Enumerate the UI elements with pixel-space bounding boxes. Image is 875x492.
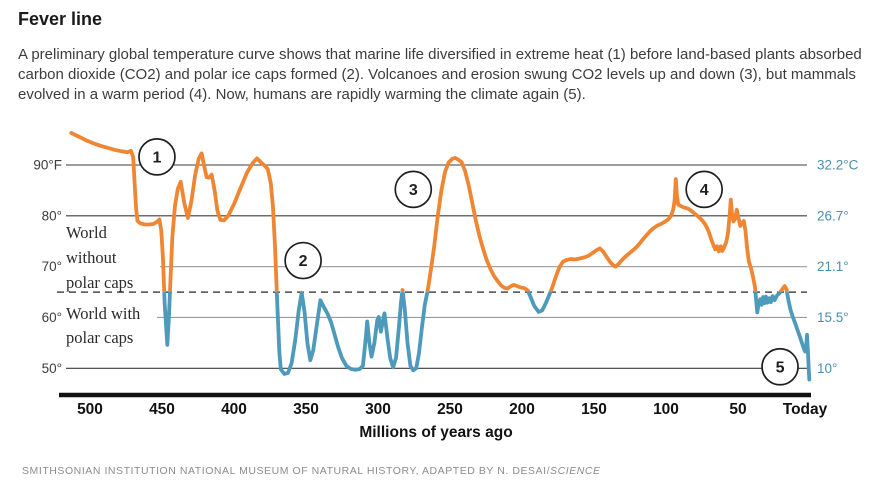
x-tick-350: 350: [293, 401, 319, 418]
y-tick-right-50f: 10°: [817, 361, 837, 376]
x-tick-500: 500: [77, 401, 103, 418]
x-tick-200: 200: [509, 401, 535, 418]
source-credit-publication: SCIENCE: [550, 465, 601, 477]
annotation-circle-2: [284, 241, 322, 280]
x-tick-today: Today: [783, 401, 828, 418]
x-tick-400: 400: [221, 401, 247, 418]
y-tick-left-80f: 80°: [42, 208, 62, 223]
y-tick-left-50f: 50°: [42, 361, 62, 376]
x-tick-150: 150: [581, 401, 607, 418]
zone-label-without-polar-caps-line3: polar caps: [66, 273, 133, 292]
temperature-chart: 90°F 32.2°C 80° 26.7° 70° 21.1° 60° 15.5° 50° 10°…: [0, 118, 875, 463]
y-tick-right-90f: 32.2°C: [817, 158, 859, 173]
x-tick-100: 100: [653, 401, 679, 418]
source-credit: SMITHSONIAN INSTITUTION NATIONAL MUSEUM …: [22, 465, 601, 477]
x-tick-300: 300: [365, 401, 391, 418]
annotation-circle-3: [394, 170, 433, 209]
temperature-curve-warm-segment: [69, 131, 789, 293]
chart-description: A preliminary global temperature curve s…: [18, 46, 862, 103]
x-tick-450: 450: [149, 401, 175, 418]
zone-label-without-polar-caps-line1: World: [66, 223, 108, 242]
annotation-circle-4: [685, 170, 724, 209]
x-axis-title: Millions of years ago: [359, 424, 512, 441]
y-tick-right-70f: 21.1°: [817, 259, 849, 274]
y-tick-left-90f: 90°F: [33, 158, 62, 173]
annotation-number-3: 3: [409, 182, 418, 199]
annotation-circle-1: [138, 138, 176, 176]
annotation-number-2: 2: [299, 253, 308, 270]
annotation-number-1: 1: [153, 149, 162, 166]
annotation-number-5: 5: [776, 359, 785, 376]
chart-svg: 90°F 32.2°C 80° 26.7° 70° 21.1° 60° 15.5° 50° 10°…: [33, 131, 859, 441]
y-tick-right-60f: 15.5°: [817, 310, 849, 325]
temperature-curve-cool-segment: [162, 292, 812, 382]
annotation-circle-5: [761, 347, 799, 386]
annotation-number-4: 4: [700, 182, 709, 199]
y-tick-right-80f: 26.7°: [817, 208, 849, 223]
page-title: Fever line: [18, 9, 103, 29]
y-tick-left-60f: 60°: [42, 310, 62, 325]
x-tick-250: 250: [437, 401, 463, 418]
y-tick-left-70f: 70°: [42, 259, 62, 274]
x-tick-50: 50: [729, 401, 746, 418]
zone-label-with-polar-caps-line1: World with: [66, 304, 141, 323]
source-credit-text: SMITHSONIAN INSTITUTION NATIONAL MUSEUM …: [22, 465, 551, 477]
zone-label-with-polar-caps-line2: polar caps: [66, 328, 133, 347]
zone-label-without-polar-caps-line2: without: [66, 248, 117, 267]
